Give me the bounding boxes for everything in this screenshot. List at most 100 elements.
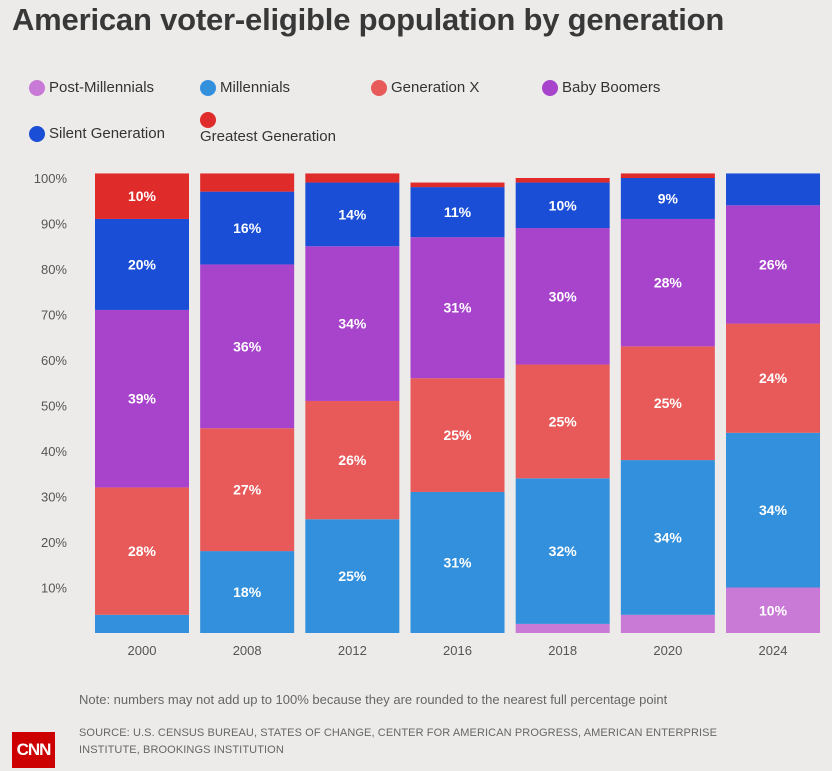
legend-swatch-post-millennials <box>29 79 45 96</box>
bar-segment-generation-x-2016 <box>410 378 505 492</box>
y-tick-label: 60% <box>41 353 67 368</box>
bar-segment-silent-generation-2024 <box>726 173 821 206</box>
data-label: 14% <box>338 206 367 222</box>
bar-segment-generation-x-2020 <box>620 346 715 461</box>
bar-segment-silent-generation-2012 <box>305 182 400 247</box>
bar-segment-silent-generation-2018 <box>515 182 610 229</box>
data-label: 31% <box>443 300 472 316</box>
legend-item-baby-boomers: Baby Boomers <box>542 79 660 96</box>
y-tick-label: 10% <box>41 581 67 596</box>
data-label: 24% <box>759 370 788 386</box>
footnote: Note: numbers may not add up to 100% bec… <box>79 692 668 707</box>
legend-label-silent-generation: Silent Generation <box>49 125 165 142</box>
bar-segment-post-millennials-2018 <box>515 623 610 633</box>
data-label: 25% <box>443 427 472 443</box>
data-label: 39% <box>128 391 157 407</box>
legend-item-post-millennials: Post-Millennials <box>29 79 154 96</box>
data-label: 18% <box>233 584 262 600</box>
legend-label-generation-x: Generation X <box>391 79 480 96</box>
stacked-bar-chart: 10% 20% 30% 40% 50% 60% 70% 80% 90% 100% 28% 39% 20%… <box>34 171 821 658</box>
bar-segment-baby-boomers-2024 <box>726 205 821 324</box>
data-label: 25% <box>549 413 578 429</box>
data-label: 28% <box>654 275 683 291</box>
x-tick-label: 2018 <box>548 643 577 658</box>
data-label: 28% <box>128 543 157 559</box>
y-tick-label: 30% <box>41 490 67 505</box>
bar-segment-greatest-generation-2018 <box>515 178 610 183</box>
data-label: 9% <box>658 190 679 206</box>
bar-segment-generation-x-2012 <box>305 400 400 520</box>
bar-segment-greatest-generation-2000 <box>95 173 189 219</box>
chart-title: American voter-eligible population by ge… <box>12 2 725 37</box>
legend-label-millennials: Millennials <box>220 79 291 96</box>
bar-segment-post-millennials-2020 <box>620 614 715 633</box>
data-label: 34% <box>338 316 367 332</box>
bar-segment-silent-generation-2016 <box>410 187 505 238</box>
cnn-logo: CNN <box>12 732 55 768</box>
bar-segment-generation-x-2024 <box>726 323 821 433</box>
y-tick-label: 20% <box>41 535 67 550</box>
data-label: 27% <box>233 482 262 498</box>
legend-swatch-millennials <box>200 79 216 96</box>
bar-segment-baby-boomers-2018 <box>515 228 610 365</box>
y-tick-label: 80% <box>41 262 67 277</box>
bar-segment-greatest-generation-2016 <box>410 182 505 188</box>
x-tick-label: 2016 <box>443 643 472 658</box>
data-label: 11% <box>444 204 472 220</box>
bar-segment-millennials-2008 <box>200 551 295 633</box>
bar-segment-millennials-2020 <box>620 460 715 615</box>
bar-segment-baby-boomers-2000 <box>95 309 189 488</box>
bar-segment-baby-boomers-2020 <box>620 218 715 347</box>
bar-segment-silent-generation-2008 <box>200 191 295 265</box>
legend-item-millennials: Millennials <box>200 79 290 96</box>
legend-swatch-generation-x <box>371 79 387 96</box>
legend-swatch-greatest-generation <box>200 112 216 128</box>
bar-segment-generation-x-2000 <box>95 487 189 615</box>
data-label: 10% <box>128 188 157 204</box>
bar-segment-millennials-2012 <box>305 519 400 633</box>
legend-item-greatest-generation: Greatest Generation <box>200 112 336 145</box>
data-label: 10% <box>549 197 578 213</box>
data-label: 25% <box>654 395 683 411</box>
bar-segment-greatest-generation-2012 <box>305 173 400 183</box>
legend-item-generation-x: Generation X <box>371 79 479 96</box>
y-tick-label: 90% <box>41 217 67 232</box>
y-tick-label: 50% <box>41 399 67 414</box>
x-tick-label: 2020 <box>653 643 682 658</box>
x-tick-label: 2000 <box>128 643 157 658</box>
bar-segment-generation-x-2018 <box>515 364 610 479</box>
data-label: 10% <box>759 602 788 618</box>
legend-label-post-millennials: Post-Millennials <box>49 79 155 96</box>
y-tick-label: 100% <box>34 171 68 186</box>
data-label: 32% <box>549 543 578 559</box>
bar-segment-millennials-2018 <box>515 478 610 624</box>
bar-segment-baby-boomers-2016 <box>410 237 505 379</box>
data-label: 36% <box>233 338 262 354</box>
legend-swatch-baby-boomers <box>542 79 558 96</box>
bar-segment-millennials-2000 <box>95 614 189 633</box>
bar-segment-baby-boomers-2008 <box>200 264 295 429</box>
bar-segment-generation-x-2008 <box>200 428 295 552</box>
bar-segment-post-millennials-2024 <box>726 587 821 633</box>
data-label: 16% <box>233 220 262 236</box>
data-label: 26% <box>759 256 788 272</box>
data-label: 31% <box>443 554 472 570</box>
legend-swatch-silent-generation <box>29 125 45 142</box>
bar-segment-baby-boomers-2012 <box>305 246 400 401</box>
x-tick-label: 2008 <box>233 643 262 658</box>
bar-segment-silent-generation-2000 <box>95 218 189 310</box>
legend-label-baby-boomers: Baby Boomers <box>562 79 661 96</box>
data-label: 20% <box>128 256 157 272</box>
legend-item-silent-generation: Silent Generation <box>29 125 165 142</box>
y-tick-label: 70% <box>41 308 67 323</box>
source-credit: SOURCE: U.S. CENSUS BUREAU, STATES OF CH… <box>79 727 718 756</box>
bar-segment-greatest-generation-2008 <box>200 173 295 192</box>
data-label: 26% <box>338 452 367 468</box>
data-label: 25% <box>338 568 367 584</box>
bar-segment-millennials-2024 <box>726 432 821 588</box>
x-tick-label: 2024 <box>759 643 788 658</box>
legend-label-greatest-generation: Greatest Generation <box>200 128 336 145</box>
x-tick-label: 2012 <box>338 643 367 658</box>
data-label: 30% <box>549 288 578 304</box>
bar-segment-silent-generation-2020 <box>620 178 715 219</box>
